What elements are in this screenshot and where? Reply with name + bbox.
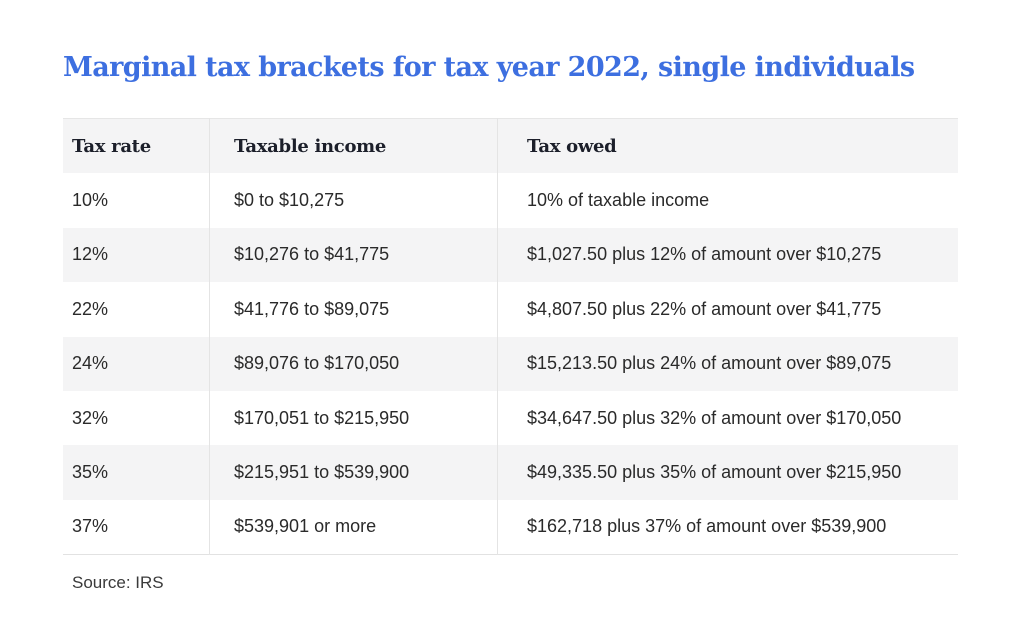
- taxable-income-cell: $539,901 or more: [209, 499, 498, 555]
- tax-rate-cell: 12%: [72, 244, 109, 265]
- header-tax-owed: Tax owed: [497, 118, 958, 174]
- taxable-income-cell: $89,076 to $170,050: [209, 336, 498, 391]
- taxable-income-cell: $41,776 to $89,075: [209, 282, 498, 337]
- tax-owed-cell: 10% of taxable income: [497, 173, 958, 228]
- table-row: 37% $539,901 or more $162,718 plus 37% of …: [63, 499, 958, 555]
- header-tax-rate: Tax rate: [72, 135, 151, 157]
- tax-owed-cell: $162,718 plus 37% of amount over $539,90…: [497, 499, 958, 555]
- tax-owed-cell: $4,807.50 plus 22% of amount over $41,77…: [497, 282, 958, 337]
- tax-rate-cell: 24%: [72, 353, 109, 374]
- tax-owed-cell: $34,647.50 plus 32% of amount over $170,…: [497, 390, 958, 446]
- taxable-income-cell: $0 to $10,275: [209, 173, 498, 228]
- table-row: 22% $41,776 to $89,075 $4,807.50 plus 22% …: [63, 282, 958, 337]
- table-row: 24% $89,076 to $170,050 $15,213.50 plus 24…: [63, 336, 958, 391]
- tax-rate-cell: 10%: [72, 190, 109, 211]
- page-title: Marginal tax brackets for tax year 2022,…: [63, 52, 915, 83]
- table-row: 10% $0 to $10,275 10% of taxable income: [63, 173, 958, 228]
- header-taxable-income: Taxable income: [209, 118, 498, 174]
- tax-owed-cell: $15,213.50 plus 24% of amount over $89,0…: [497, 336, 958, 391]
- table-row: 12% $10,276 to $41,775 $1,027.50 plus 12% …: [63, 227, 958, 283]
- tax-rate-cell: 32%: [72, 407, 109, 428]
- table-header-row: Tax rate Taxable income Tax owed: [63, 118, 958, 174]
- table-row: 32% $170,051 to $215,950 $34,647.50 plus 3…: [63, 390, 958, 446]
- tax-owed-cell: $1,027.50 plus 12% of amount over $10,27…: [497, 227, 958, 283]
- tax-brackets-table: Tax rate Taxable income Tax owed 10% $0 t…: [63, 118, 958, 556]
- taxable-income-cell: $170,051 to $215,950: [209, 390, 498, 446]
- taxable-income-cell: $10,276 to $41,775: [209, 227, 498, 283]
- tax-rate-cell: 22%: [72, 298, 109, 319]
- tax-rate-cell: 35%: [72, 462, 109, 483]
- table-row: 35% $215,951 to $539,900 $49,335.50 plus 3…: [63, 445, 958, 500]
- taxable-income-cell: $215,951 to $539,900: [209, 445, 498, 500]
- tax-rate-cell: 37%: [72, 516, 109, 537]
- source-note: Source: IRS: [72, 573, 164, 592]
- tax-owed-cell: $49,335.50 plus 35% of amount over $215,…: [497, 445, 958, 500]
